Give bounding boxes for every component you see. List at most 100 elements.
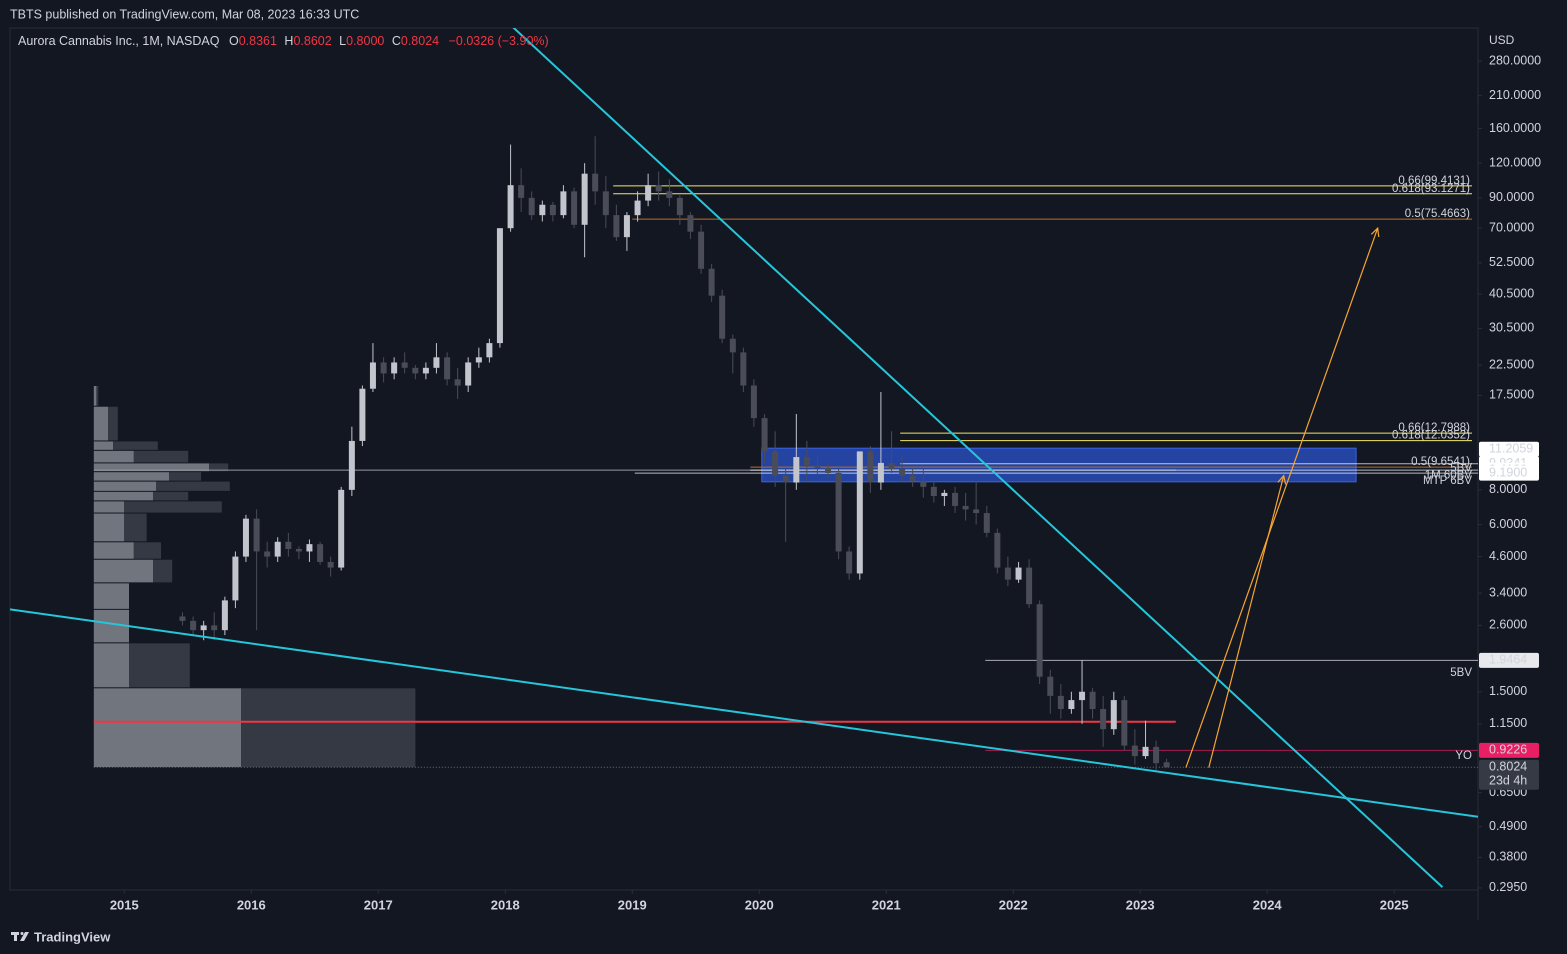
- candle-body: [295, 548, 302, 552]
- candle-body: [454, 379, 461, 386]
- axes: 2015 2016 2017 2018 2019 2020 2021 2022 2023 2024…: [110, 53, 1541, 912]
- candle-body: [422, 367, 429, 374]
- y-tick-label: 3.4000: [1489, 585, 1527, 599]
- y-tick-label: 6.0000: [1489, 517, 1527, 531]
- candle-body: [740, 352, 747, 386]
- profile-down: [96, 385, 99, 406]
- candle-body: [899, 469, 906, 476]
- candle-body: [1036, 604, 1043, 677]
- candle-body: [602, 191, 609, 216]
- candle-body: [909, 475, 916, 482]
- legend-key: C: [392, 34, 401, 48]
- x-tick-label: 2024: [1253, 897, 1283, 912]
- candle-body: [803, 457, 810, 466]
- candle-body: [253, 518, 260, 552]
- candle-body: [338, 489, 345, 568]
- legend-value: 0.8602: [293, 34, 331, 48]
- profile-up: [93, 472, 170, 481]
- candle-body: [1100, 709, 1107, 730]
- candle-body: [952, 492, 959, 506]
- candle-body: [348, 440, 355, 490]
- candle-body: [433, 357, 440, 368]
- candle-body: [232, 556, 239, 601]
- candle-body: [687, 215, 694, 232]
- profile-up: [93, 441, 114, 450]
- currency: USD: [1489, 33, 1515, 47]
- profile-up: [93, 481, 157, 491]
- y-tick-label: 120.0000: [1489, 155, 1541, 169]
- y-tick-label: 70.0000: [1489, 220, 1534, 234]
- x-tick-label: 2017: [364, 897, 393, 912]
- candle-body: [1026, 567, 1033, 605]
- candle-body: [962, 505, 969, 510]
- candle-body: [242, 518, 249, 557]
- x-tick-label: 2019: [618, 897, 647, 912]
- profile-up: [93, 583, 130, 609]
- legend-change: −0.0326 (−3.90%): [449, 34, 549, 48]
- price-label-box: [1479, 441, 1539, 457]
- fib-label: 0.66(99.4131): [1398, 175, 1470, 187]
- candle-body: [814, 465, 821, 468]
- y-tick-label: 4.6000: [1489, 549, 1527, 563]
- candle-body: [782, 475, 789, 483]
- countdown: 23d 4h: [1489, 774, 1527, 788]
- candle-body: [655, 185, 662, 192]
- candle-body: [761, 418, 768, 452]
- fib-label: 0.618(12.0352): [1392, 430, 1470, 442]
- fib-label: 0.5(9.6541): [1411, 456, 1470, 468]
- candle-body: [539, 204, 546, 216]
- candle-body: [221, 600, 228, 631]
- candle-body: [475, 357, 482, 363]
- candle-body: [380, 362, 387, 374]
- candle-body: [571, 191, 578, 225]
- candle-body: [772, 451, 779, 476]
- profile-up: [93, 406, 109, 441]
- x-tick-label: 2020: [745, 897, 774, 912]
- candle-body: [486, 343, 493, 358]
- candle-body: [179, 616, 186, 621]
- footer-logo: [11, 932, 29, 941]
- price-label-box: [1479, 652, 1539, 668]
- candle-body: [825, 467, 832, 473]
- price-label: 0.8024: [1489, 760, 1527, 774]
- profile-up: [93, 688, 242, 768]
- price-label-box: [1479, 759, 1539, 790]
- candle-body: [444, 357, 451, 380]
- x-tick-label: 2022: [999, 897, 1028, 912]
- y-tick-label: 17.5000: [1489, 388, 1534, 402]
- candle-body: [888, 462, 895, 470]
- profile-down: [113, 441, 158, 450]
- footer-brand: TradingView: [34, 929, 111, 944]
- candle-body: [856, 451, 863, 574]
- fib-label: 0.66(12.7988): [1398, 422, 1470, 434]
- candle-body: [560, 191, 567, 216]
- profile-down: [124, 501, 222, 513]
- y-tick-label: 2.6000: [1489, 618, 1527, 632]
- y-tick-label: 1.5000: [1489, 684, 1527, 698]
- candle-body: [391, 362, 398, 374]
- candle-body: [708, 268, 715, 296]
- y-tick-label: 40.5000: [1489, 286, 1534, 300]
- candle-body: [190, 620, 197, 631]
- price-label: 0.9226: [1489, 743, 1527, 757]
- legend-value: 0.8000: [346, 34, 384, 48]
- legend-key: H: [284, 34, 293, 48]
- profile-up: [93, 491, 154, 501]
- candle-body: [369, 362, 376, 389]
- y-tick-label: 8.0000: [1489, 482, 1527, 496]
- candle-body: [719, 295, 726, 339]
- price-label: 11.2059: [1489, 441, 1533, 455]
- candle-body: [920, 481, 927, 487]
- candle-body: [698, 231, 705, 269]
- trendline: [10, 608, 1478, 818]
- x-tick-label: 2025: [1380, 897, 1409, 912]
- profile-down: [108, 406, 118, 441]
- profile-down: [169, 472, 202, 481]
- x-tick-label: 2015: [110, 897, 139, 912]
- publisher: TBTS published on TradingView.com, Mar 0…: [10, 7, 359, 21]
- legend-value: 0.8361: [239, 34, 277, 48]
- candle-body: [994, 532, 1001, 568]
- profile-up: [93, 450, 134, 463]
